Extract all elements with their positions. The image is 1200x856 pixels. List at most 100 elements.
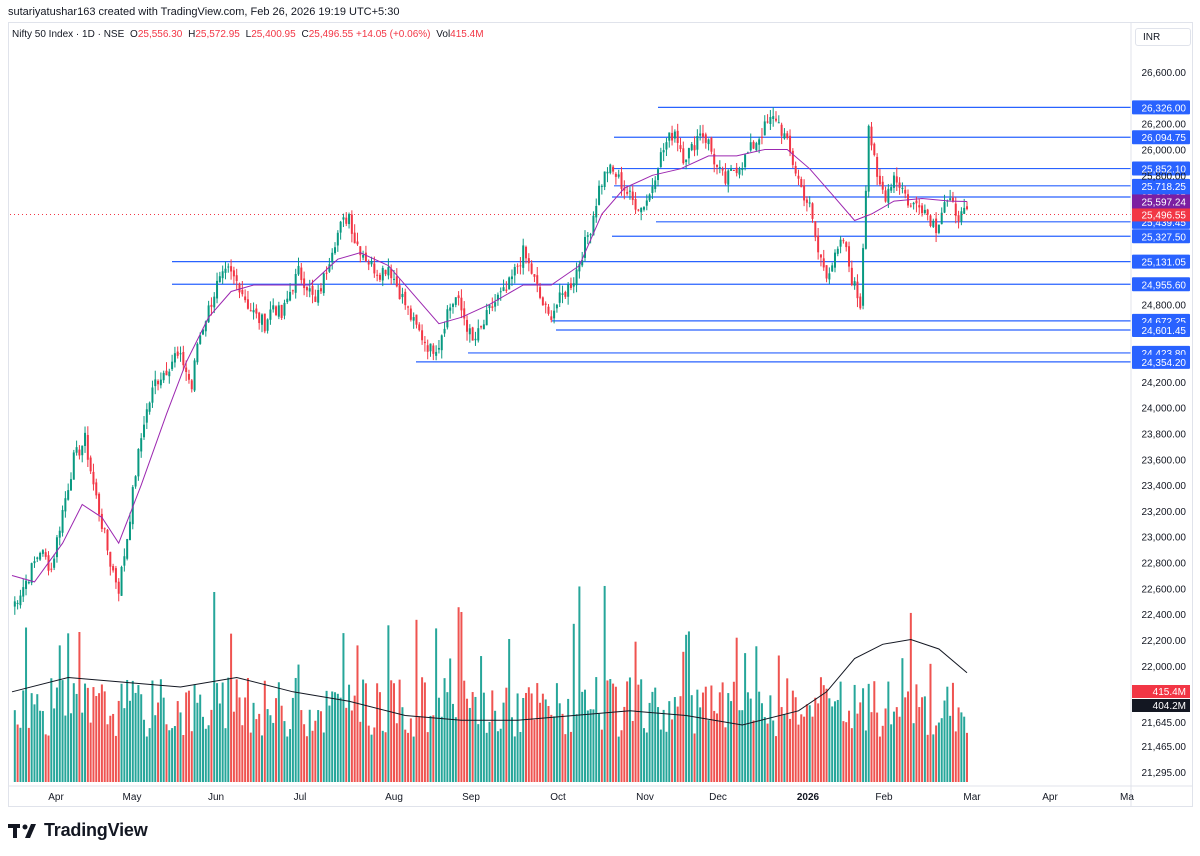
candle-body	[960, 211, 963, 222]
candle-body	[836, 248, 839, 254]
candle-body	[589, 234, 592, 236]
volume-bar	[758, 691, 761, 782]
y-tick-label: 22,000.00	[1142, 662, 1187, 673]
candle-body	[173, 353, 176, 363]
volume-bar	[404, 729, 407, 782]
candle-body	[609, 164, 612, 173]
candle-body	[614, 173, 617, 177]
candle-body	[50, 568, 53, 570]
volume-bar	[805, 704, 808, 782]
volume-bar	[690, 695, 693, 782]
candle-body	[30, 563, 33, 583]
volume-bar	[272, 722, 275, 782]
candle-body	[926, 209, 929, 215]
candle-body	[763, 121, 766, 136]
volume-bar	[238, 697, 241, 782]
volume-bar	[716, 713, 719, 782]
candle-body	[555, 304, 558, 309]
close-label: C	[301, 29, 309, 40]
volume-bar	[940, 718, 943, 782]
x-tick-label: Apr	[1042, 792, 1058, 803]
x-tick-label: Ma	[1120, 792, 1134, 803]
volume-bar	[106, 724, 109, 782]
volume-bar	[407, 732, 410, 782]
volume-bar	[645, 732, 648, 782]
candle-body	[527, 258, 530, 264]
symbol-title[interactable]: Nifty 50 Index · 1D · NSE	[12, 29, 125, 40]
volume-bar	[303, 724, 306, 782]
volume-bar	[78, 632, 81, 782]
candle-body	[533, 274, 536, 277]
candle-body	[628, 190, 631, 192]
open-value: 25,556.30	[137, 29, 183, 40]
candle-body	[575, 269, 578, 286]
candle-body	[19, 595, 22, 606]
candle-body	[671, 132, 674, 141]
candle-body	[345, 217, 348, 224]
volume-bar	[480, 656, 483, 782]
volume-bar	[789, 718, 792, 782]
candle-body	[460, 297, 463, 311]
volume-bar	[912, 723, 915, 782]
x-tick-label: Aug	[385, 792, 403, 803]
volume-bar	[775, 736, 777, 782]
candle-body	[331, 252, 334, 263]
candle-body	[606, 171, 609, 174]
volume-bar	[744, 653, 747, 782]
volume-bar	[603, 585, 606, 782]
volume-bar	[946, 686, 949, 782]
volume-bar	[196, 702, 199, 782]
candle-body	[808, 202, 811, 204]
candle-body	[171, 361, 174, 370]
candle-body	[769, 116, 772, 124]
volume-bar	[904, 697, 907, 782]
volume-bar	[33, 704, 36, 782]
candle-body	[822, 258, 825, 268]
candle-body	[805, 199, 808, 203]
candle-body	[407, 306, 410, 308]
tradingview-wordmark: TradingView	[44, 820, 148, 840]
volume-bar	[143, 719, 146, 782]
candle-body	[710, 137, 713, 152]
candle-body	[859, 296, 862, 309]
candle-body	[721, 169, 724, 171]
volume-bar	[575, 714, 578, 782]
candle-body	[468, 328, 471, 335]
candle-body	[213, 296, 216, 308]
volume-bar	[314, 720, 317, 782]
volume-bar	[819, 677, 822, 782]
volume-bar	[294, 677, 297, 782]
volume-bar	[797, 724, 800, 782]
volume-bar	[586, 710, 589, 782]
volume-bar	[98, 693, 101, 782]
candle-body	[848, 246, 851, 267]
volume-bar	[336, 693, 339, 782]
volume-bar	[659, 729, 662, 782]
x-tick-label: Feb	[875, 792, 893, 803]
candle-body	[578, 264, 581, 272]
volume-bar	[47, 735, 50, 782]
candle-body	[735, 167, 738, 174]
volume-bar	[923, 696, 926, 782]
volume-bar	[109, 715, 112, 782]
candle-body	[157, 380, 160, 385]
volume-bar	[19, 727, 22, 782]
candle-body	[390, 268, 393, 279]
volume-bar	[617, 736, 620, 782]
currency-selector[interactable]: INR	[1135, 28, 1191, 46]
volume-bar	[693, 733, 696, 782]
volume-bar	[224, 728, 227, 782]
candle-body	[348, 214, 351, 225]
candle-body	[620, 172, 623, 189]
candle-body	[687, 148, 690, 159]
volume-bar	[230, 633, 233, 782]
volume-bar	[929, 663, 932, 782]
candle-body	[387, 267, 390, 276]
candle-body	[682, 148, 685, 164]
volume-bar	[325, 690, 328, 782]
volume-bar	[255, 719, 258, 782]
tradingview-logo[interactable]: TradingView	[8, 820, 148, 841]
volume-bar	[760, 703, 763, 782]
candle-body	[151, 387, 154, 403]
